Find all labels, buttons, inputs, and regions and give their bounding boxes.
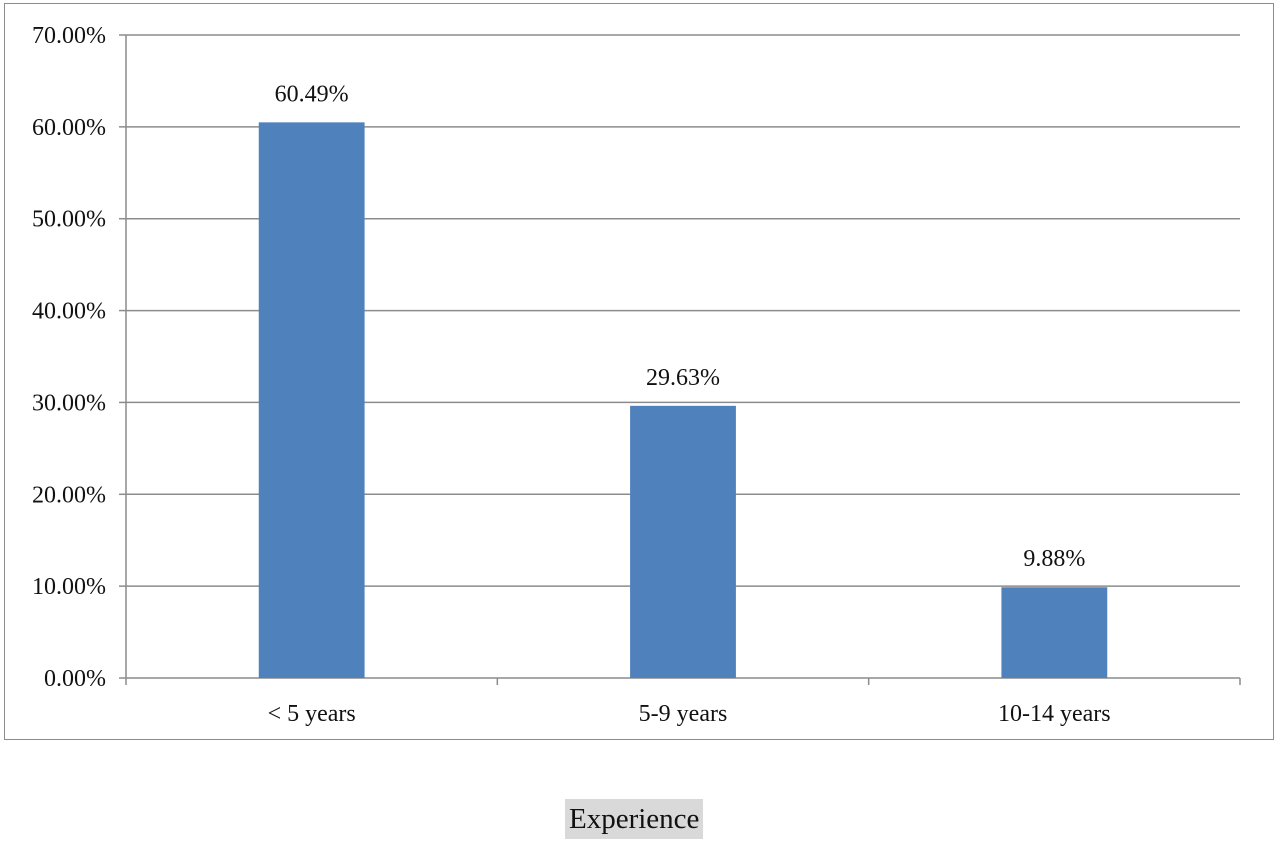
x-tick-label: 10-14 years [998, 701, 1111, 727]
bar [630, 405, 736, 678]
y-tick-label: 70.00% [32, 23, 106, 49]
data-labels: 60.49% 29.63% 9.88% [275, 81, 1086, 572]
y-tick-labels: 0.00% 10.00% 20.00% 30.00% 40.00% 50.00% 60.00… [32, 23, 106, 692]
bars [258, 122, 1108, 678]
x-axis-title: Experience [565, 799, 704, 839]
bar [1001, 587, 1108, 678]
y-tick-label: 40.00% [32, 299, 106, 325]
data-label: 9.88% [1023, 546, 1085, 572]
x-tick-labels: < 5 years 5-9 years 10-14 years [268, 701, 1111, 727]
data-label: 60.49% [275, 81, 349, 107]
y-tick-label: 60.00% [32, 115, 106, 141]
y-tick-label: 20.00% [32, 482, 106, 508]
y-tick-label: 10.00% [32, 574, 106, 600]
x-tick-label: 5-9 years [639, 701, 728, 727]
y-tick-label: 50.00% [32, 207, 106, 233]
y-tick-label: 0.00% [44, 666, 106, 692]
y-tick-label: 30.00% [32, 390, 106, 416]
bar [258, 122, 365, 678]
x-tick-label: < 5 years [268, 701, 356, 727]
data-label: 29.63% [646, 365, 720, 391]
